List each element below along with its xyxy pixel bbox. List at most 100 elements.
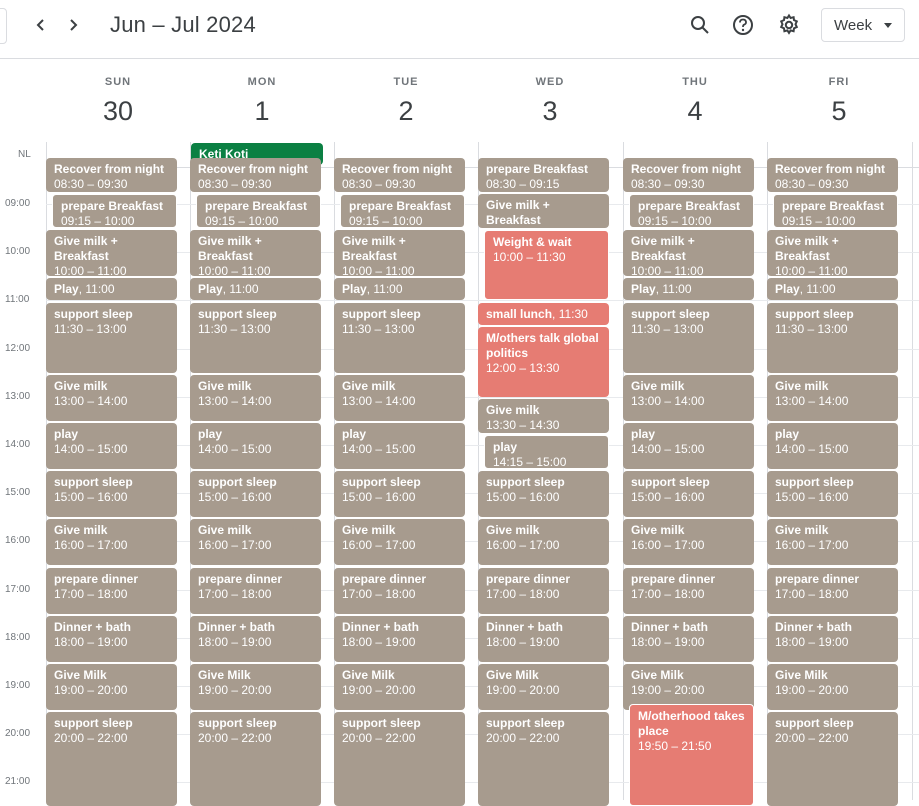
calendar-event[interactable]: support sleep 11:30 – 13:00 [190, 303, 321, 373]
calendar-event[interactable]: Give Milk 19:00 – 20:00 [478, 664, 609, 710]
calendar-event[interactable]: Give milk 16:00 – 17:00 [46, 519, 177, 565]
day-number[interactable]: 4 [687, 96, 703, 126]
calendar-event[interactable]: prepare Breakfast 08:30 – 09:15 [478, 158, 609, 192]
view-selector[interactable]: Week [821, 8, 905, 42]
calendar-event[interactable]: support sleep 11:30 – 13:00 [46, 303, 177, 373]
day-header[interactable]: MON 1 [190, 58, 334, 142]
calendar-event[interactable]: play 14:00 – 15:00 [334, 423, 465, 469]
calendar-event[interactable]: support sleep 20:00 – 22:00 [767, 712, 898, 806]
calendar-event[interactable]: Weight & wait 10:00 – 11:30 [484, 230, 609, 300]
help-button[interactable] [727, 9, 759, 41]
day-header[interactable]: WED 3 [478, 58, 622, 142]
calendar-event[interactable]: Give milk 13:00 – 14:00 [190, 375, 321, 421]
day-number[interactable]: 5 [831, 96, 847, 126]
calendar-event[interactable]: support sleep 20:00 – 22:00 [190, 712, 321, 806]
calendar-event[interactable]: prepare dinner 17:00 – 18:00 [623, 568, 754, 614]
calendar-event[interactable]: support sleep 20:00 – 22:00 [478, 712, 609, 806]
calendar-event[interactable]: prepare Breakfast 09:15 – 10:00 [773, 194, 898, 228]
event-title: Give milk [486, 403, 540, 417]
calendar-event[interactable]: M/others talk global politics 12:00 – 13:… [478, 327, 609, 397]
calendar-event[interactable]: Dinner + bath 18:00 – 19:00 [46, 616, 177, 662]
calendar-event[interactable]: Recover from night 08:30 – 09:30 [767, 158, 898, 192]
calendar-event[interactable]: small lunch11:30 [478, 303, 609, 325]
calendar-event[interactable]: Give milk 13:30 – 14:30 [478, 399, 609, 433]
calendar-event[interactable]: Give milk 13:00 – 14:00 [334, 375, 465, 421]
calendar-event[interactable]: Recover from night 08:30 – 09:30 [46, 158, 177, 192]
day-header[interactable]: TUE 2 [334, 58, 478, 142]
calendar-event[interactable]: prepare Breakfast 09:15 – 10:00 [52, 194, 177, 228]
day-number[interactable]: 3 [542, 96, 558, 126]
next-week-button[interactable] [58, 10, 88, 40]
calendar-event[interactable]: Play11:00 [767, 278, 898, 300]
calendar-event[interactable]: Give milk 13:00 – 14:00 [767, 375, 898, 421]
calendar-event[interactable]: Play11:00 [46, 278, 177, 300]
calendar-event[interactable]: support sleep 15:00 – 16:00 [767, 471, 898, 517]
calendar-event[interactable]: Give milk 16:00 – 17:00 [334, 519, 465, 565]
calendar-event[interactable]: Dinner + bath 18:00 – 19:00 [478, 616, 609, 662]
calendar-event[interactable]: Dinner + bath 18:00 – 19:00 [767, 616, 898, 662]
calendar-event[interactable]: prepare dinner 17:00 – 18:00 [334, 568, 465, 614]
calendar-event[interactable]: Dinner + bath 18:00 – 19:00 [623, 616, 754, 662]
calendar-event[interactable]: support sleep 11:30 – 13:00 [334, 303, 465, 373]
calendar-event[interactable]: Play11:00 [190, 278, 321, 300]
calendar-event[interactable]: prepare Breakfast 09:15 – 10:00 [629, 194, 754, 228]
day-name: TUE [393, 76, 419, 88]
calendar-event[interactable]: support sleep 15:00 – 16:00 [478, 471, 609, 517]
calendar-event[interactable]: play 14:00 – 15:00 [190, 423, 321, 469]
calendar-event[interactable]: support sleep 15:00 – 16:00 [334, 471, 465, 517]
calendar-event[interactable]: Dinner + bath 18:00 – 19:00 [190, 616, 321, 662]
calendar-event[interactable]: prepare dinner 17:00 – 18:00 [190, 568, 321, 614]
calendar-event[interactable]: play 14:00 – 15:00 [46, 423, 177, 469]
calendar-event[interactable]: support sleep 20:00 – 22:00 [46, 712, 177, 806]
menu-button-edge[interactable] [0, 8, 7, 44]
calendar-event[interactable]: Give milk 16:00 – 17:00 [190, 519, 321, 565]
settings-button[interactable] [773, 9, 805, 41]
calendar-event[interactable]: Give Milk 19:00 – 20:00 [767, 664, 898, 710]
calendar-event[interactable]: Give milk 13:00 – 14:00 [46, 375, 177, 421]
calendar-event[interactable]: support sleep 20:00 – 22:00 [334, 712, 465, 806]
calendar-event[interactable]: Give Milk 19:00 – 20:00 [623, 664, 754, 710]
day-header[interactable]: FRI 5 [767, 58, 911, 142]
calendar-event[interactable]: Give milk 16:00 – 17:00 [767, 519, 898, 565]
calendar-event[interactable]: play 14:15 – 15:00 [484, 435, 609, 469]
calendar-event[interactable]: Give milk 13:00 – 14:00 [623, 375, 754, 421]
calendar-event[interactable]: Play11:00 [334, 278, 465, 300]
calendar-event[interactable]: prepare dinner 17:00 – 18:00 [767, 568, 898, 614]
day-number[interactable]: 1 [254, 96, 270, 126]
calendar-event[interactable]: play 14:00 – 15:00 [767, 423, 898, 469]
calendar-event[interactable]: Give Milk 19:00 – 20:00 [334, 664, 465, 710]
calendar-event[interactable]: support sleep 11:30 – 13:00 [767, 303, 898, 373]
calendar-event[interactable]: prepare dinner 17:00 – 18:00 [478, 568, 609, 614]
calendar-event[interactable]: Recover from night 08:30 – 09:30 [190, 158, 321, 192]
calendar-event[interactable]: Recover from night 08:30 – 09:30 [623, 158, 754, 192]
calendar-event[interactable]: Dinner + bath 18:00 – 19:00 [334, 616, 465, 662]
calendar-event[interactable]: prepare Breakfast 09:15 – 10:00 [196, 194, 321, 228]
event-time: 20:00 – 22:00 [342, 731, 416, 745]
calendar-event[interactable]: prepare dinner 17:00 – 18:00 [46, 568, 177, 614]
calendar-event[interactable]: play 14:00 – 15:00 [623, 423, 754, 469]
calendar-event[interactable]: prepare Breakfast 09:15 – 10:00 [340, 194, 465, 228]
calendar-event[interactable]: support sleep 11:30 – 13:00 [623, 303, 754, 373]
calendar-event[interactable]: Give Milk 19:00 – 20:00 [190, 664, 321, 710]
calendar-event[interactable]: Give milk 16:00 – 17:00 [623, 519, 754, 565]
calendar-event[interactable]: support sleep 15:00 – 16:00 [190, 471, 321, 517]
calendar-event[interactable]: Give milk + Breakfast 10:00 – 11:00 [334, 230, 465, 276]
day-header[interactable]: SUN 30 [46, 58, 190, 142]
search-button[interactable] [684, 9, 716, 41]
calendar-event[interactable]: Recover from night 08:30 – 09:30 [334, 158, 465, 192]
calendar-event[interactable]: support sleep 15:00 – 16:00 [623, 471, 754, 517]
calendar-event[interactable]: support sleep 15:00 – 16:00 [46, 471, 177, 517]
previous-week-button[interactable] [26, 10, 56, 40]
calendar-event[interactable]: Play11:00 [623, 278, 754, 300]
calendar-event[interactable]: Give milk + Breakfast 10:00 – 11:00 [190, 230, 321, 276]
calendar-event[interactable]: Give Milk 19:00 – 20:00 [46, 664, 177, 710]
day-number[interactable]: 2 [398, 96, 414, 126]
day-number[interactable]: 30 [102, 96, 134, 126]
calendar-event[interactable]: Give milk + Breakfast 10:00 – 11:00 [767, 230, 898, 276]
calendar-event[interactable]: Give milk + Breakfast 10:00 – 11:00 [46, 230, 177, 276]
calendar-event[interactable]: Give milk + Breakfast 10:00 – 11:00 [623, 230, 754, 276]
calendar-event[interactable]: Give milk 16:00 – 17:00 [478, 519, 609, 565]
calendar-event[interactable]: M/otherhood takes place 19:50 – 21:50 [629, 704, 754, 806]
day-header[interactable]: THU 4 [623, 58, 767, 142]
